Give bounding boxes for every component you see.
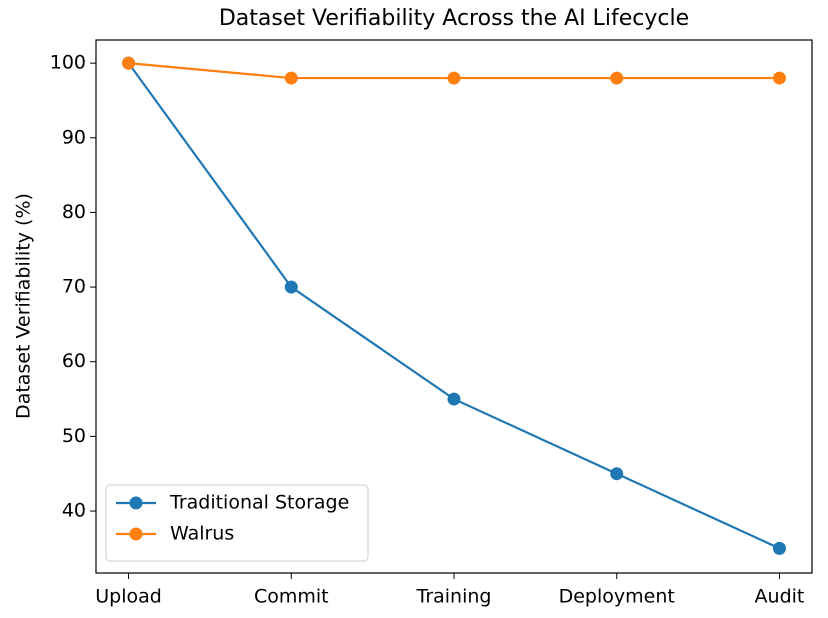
y-tick-label: 50 xyxy=(62,425,86,447)
data-point xyxy=(284,71,298,85)
x-tick-label: Training xyxy=(416,586,492,608)
y-tick-label: 40 xyxy=(62,500,86,522)
y-tick-label: 70 xyxy=(62,276,86,298)
x-tick-label: Commit xyxy=(254,586,329,608)
y-axis-label: Dataset Verifiability (%) xyxy=(13,193,35,419)
y-tick-label: 60 xyxy=(62,350,86,372)
y-tick-label: 100 xyxy=(50,52,86,74)
data-point xyxy=(447,71,461,85)
series-line xyxy=(127,62,780,550)
legend-marker xyxy=(129,527,143,541)
data-point xyxy=(122,56,136,70)
x-tick-label: Upload xyxy=(95,586,162,608)
legend-label: Walrus xyxy=(170,523,234,545)
legend-label: Traditional Storage xyxy=(169,492,349,514)
x-tick-label: Audit xyxy=(755,586,805,608)
legend-box xyxy=(105,484,369,562)
legend-marker xyxy=(129,496,143,510)
data-point xyxy=(610,467,624,481)
data-point xyxy=(772,71,786,85)
y-tick-label: 80 xyxy=(62,201,86,223)
x-tick-label: Deployment xyxy=(559,586,675,608)
y-tick-label: 90 xyxy=(62,126,86,148)
data-point xyxy=(772,541,786,555)
data-point xyxy=(610,71,624,85)
chart-title: Dataset Verifiability Across the AI Life… xyxy=(219,6,689,31)
data-point xyxy=(447,392,461,406)
data-point xyxy=(284,280,298,294)
